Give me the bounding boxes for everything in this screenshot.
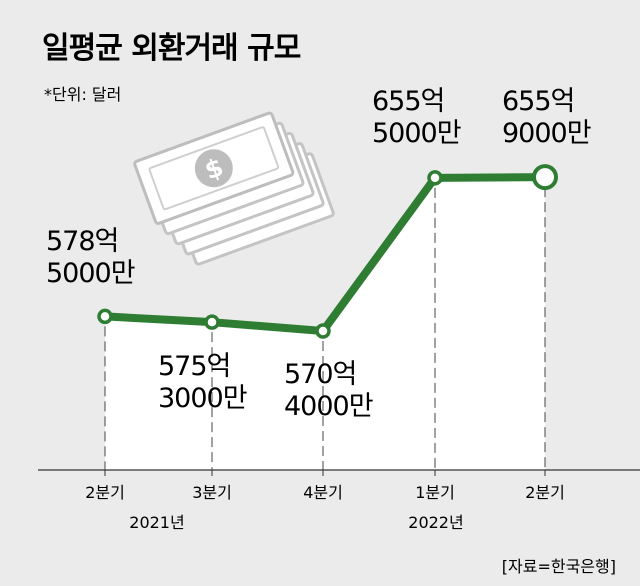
data-label-line: 575억: [158, 351, 230, 382]
data-label-line: 578억: [46, 226, 118, 257]
data-label-1: 578억 5000만: [46, 226, 135, 289]
x-tick-label-1: 2분기: [85, 483, 125, 502]
data-label-line: 570억: [284, 359, 356, 390]
data-label-line: 5000만: [372, 118, 461, 149]
data-point-4: [427, 170, 443, 186]
data-label-3: 570억 4000만: [284, 359, 373, 422]
series-total-volume: [97, 164, 558, 339]
chart-title: 일평균 외환거래 규모: [42, 31, 301, 66]
data-label-line: 3000만: [158, 383, 247, 414]
data-label-4: 655억 5000만: [372, 86, 461, 149]
data-label-line: 9000만: [502, 118, 591, 149]
data-point-5: [532, 164, 558, 191]
data-label-line: 5000만: [46, 258, 135, 289]
data-point-1: [97, 308, 113, 325]
source-note: [자료=한국은행]: [502, 557, 616, 576]
year-label-2022: 2022년: [408, 513, 463, 532]
drop-lines: [104, 187, 546, 470]
x-tick-label-5: 2분기: [525, 483, 565, 502]
unit-note: *단위: 달러: [44, 85, 121, 104]
x-tick-label-2: 3분기: [192, 483, 232, 502]
dollar-bills-icon: $: [133, 111, 335, 266]
data-label-2: 575억 3000만: [158, 351, 247, 414]
data-label-line: 655억: [502, 86, 574, 117]
year-label-2021: 2021년: [129, 513, 184, 532]
data-label-line: 655억: [372, 86, 444, 117]
x-tick-label-4: 1분기: [415, 483, 455, 502]
data-point-3: [315, 323, 331, 339]
data-point-2: [204, 314, 220, 330]
x-tick-label-3: 4분기: [303, 483, 343, 502]
data-label-line: 4000만: [284, 391, 373, 422]
x-tick-labels: 2분기 3분기 4분기 1분기 2분기: [85, 470, 565, 502]
data-label-5: 655억 9000만: [502, 86, 591, 149]
